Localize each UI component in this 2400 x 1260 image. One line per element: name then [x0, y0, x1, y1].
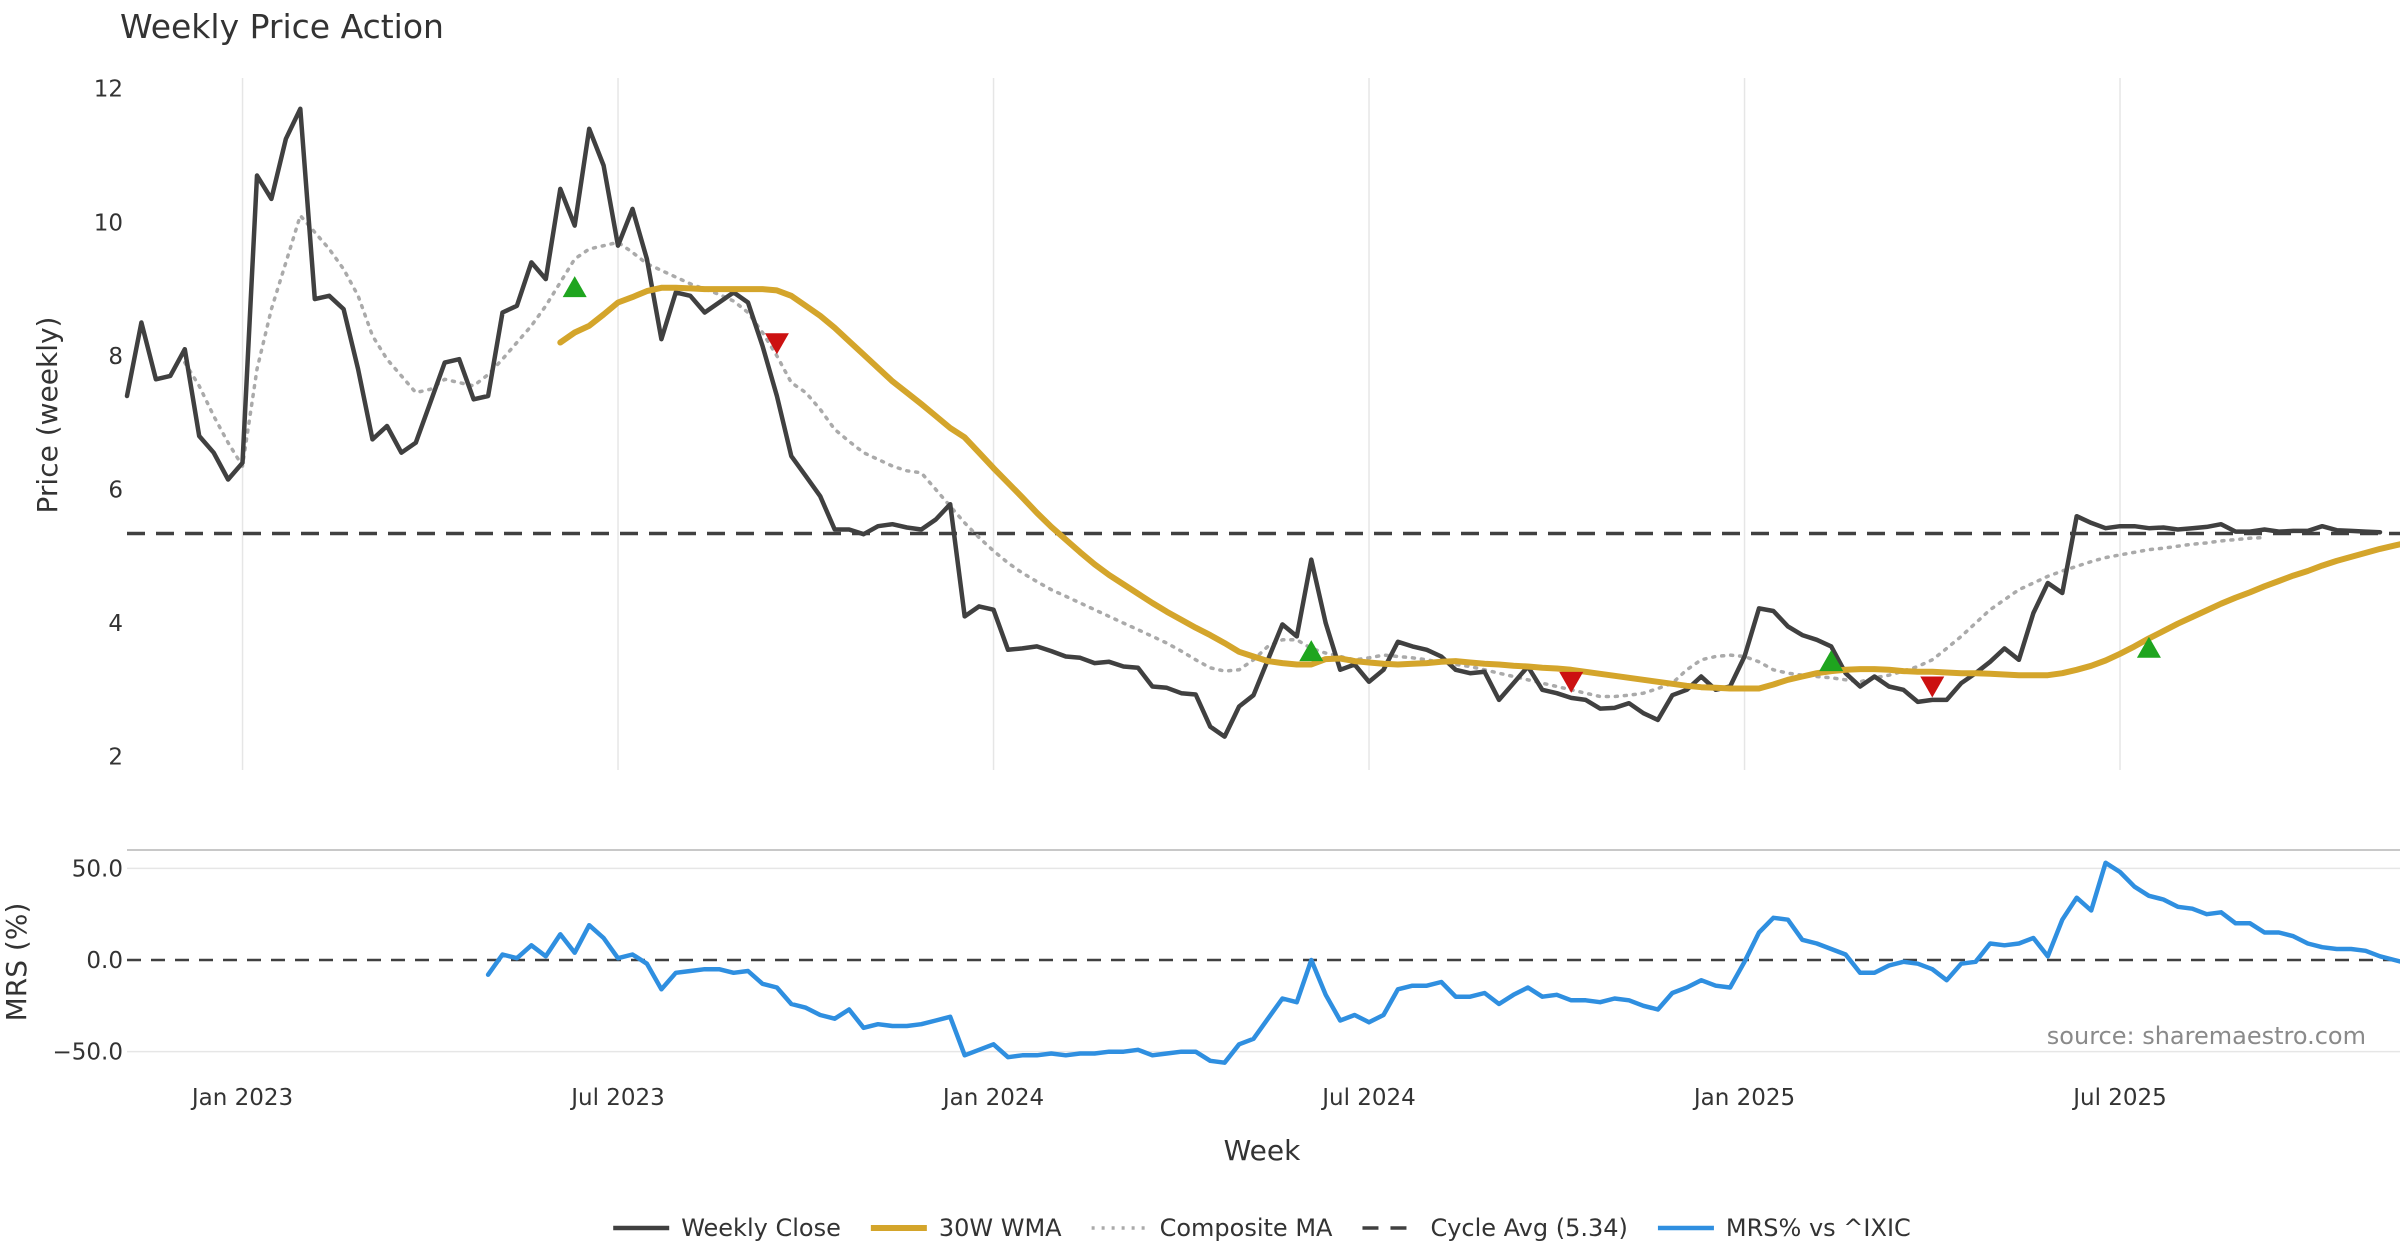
legend-label: 30W WMA — [939, 1214, 1062, 1242]
x-tick-label: Jul 2023 — [569, 1085, 665, 1111]
legend-item-weekly-close: Weekly Close — [613, 1214, 841, 1242]
x-tick-label: Jan 2023 — [190, 1085, 293, 1111]
legend-item-mrs-vs-ixic: MRS% vs ^IXIC — [1657, 1214, 1911, 1242]
price-ytick-label: 6 — [108, 477, 123, 503]
legend-item-composite-ma: Composite MA — [1091, 1214, 1333, 1242]
price-plot — [124, 106, 2400, 739]
legend-label: Weekly Close — [681, 1214, 841, 1242]
x-tick-label: Jan 2025 — [1692, 1085, 1795, 1111]
legend-label: Cycle Avg (5.34) — [1430, 1214, 1627, 1242]
x-tick-label: Jul 2024 — [1320, 1085, 1416, 1111]
chart-title: Weekly Price Action — [120, 7, 444, 46]
buy-signal-marker — [1299, 640, 1324, 662]
buy-signal-marker — [2136, 636, 2161, 658]
sell-signal-marker — [1559, 671, 1584, 693]
price-ytick-label: 8 — [108, 344, 123, 370]
legend-item-30w-wma: 30W WMA — [870, 1214, 1062, 1242]
mrs-line — [485, 860, 2400, 1065]
grid-layer — [127, 78, 2400, 1053]
legend-label: MRS% vs ^IXIC — [1726, 1214, 1911, 1242]
price-ytick-label: 2 — [108, 745, 123, 771]
price-ytick-label: 10 — [94, 210, 123, 236]
mrs-ytick-label: −50.0 — [53, 1040, 123, 1066]
buy-signal-marker — [562, 276, 587, 298]
x-tick-label: Jul 2025 — [2071, 1085, 2167, 1111]
buy-signal-marker — [1819, 650, 1844, 672]
sell-signal-marker — [764, 333, 789, 355]
legend-label: Composite MA — [1160, 1214, 1333, 1242]
wma-30w-line — [557, 284, 2400, 692]
mrs-ytick-label: 0.0 — [86, 948, 123, 974]
mrs-axis-title: MRS (%) — [0, 903, 33, 1022]
mrs-plot — [127, 860, 2400, 1065]
composite-ma-line — [183, 213, 2267, 699]
legend-item-cycle-avg-5-34: Cycle Avg (5.34) — [1362, 1214, 1628, 1242]
legend: Weekly Close 30W WMA Composite MA Cycle Avg… — [613, 1214, 1911, 1242]
axis-labels: 2 4 6 8 10 12 50.0 0.0 −50.0 Jan 2023 Jul 2023 Jan … — [53, 77, 2167, 1111]
x-tick-label: Jan 2024 — [941, 1085, 1044, 1111]
sell-signal-marker — [1920, 676, 1945, 698]
mrs-ytick-label: 50.0 — [72, 856, 123, 882]
source-label: source: sharemaestro.com — [2047, 1022, 2366, 1050]
price-ytick-label: 4 — [108, 611, 123, 637]
price-axis-title: Price (weekly) — [31, 317, 64, 514]
price-ytick-label: 12 — [94, 77, 123, 103]
x-axis-title: Week — [1224, 1134, 1301, 1167]
weekly-close-line — [124, 106, 2383, 739]
